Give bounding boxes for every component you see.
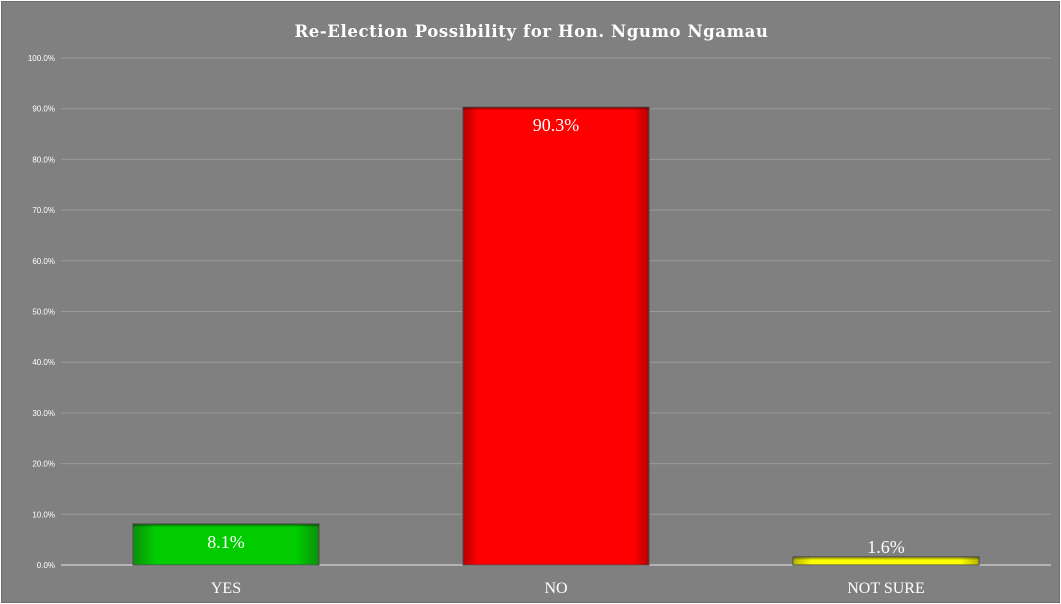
bar-top-edge [463,107,649,110]
bar-top-edge [793,556,979,560]
x-category-label: YES [211,580,241,597]
bar-top-edge [133,523,319,527]
y-tick-label: 90.0% [32,105,55,114]
x-category-label: NO [544,580,567,597]
y-tick-label: 50.0% [32,308,55,317]
y-tick-label: 60.0% [32,257,55,266]
x-category-label: NOT SURE [847,580,925,597]
y-tick-label: 80.0% [32,155,55,164]
y-tick-label: 70.0% [32,206,55,215]
data-label: 8.1% [207,532,245,552]
bar-no [462,106,650,566]
bar-not-sure [792,556,980,566]
y-tick-label: 40.0% [32,358,55,367]
y-tick-label: 20.0% [32,460,55,469]
y-tick-label: 100.0% [28,54,55,63]
y-tick-label: 30.0% [32,409,55,418]
bar-yes [132,523,320,566]
y-tick-label: 10.0% [32,510,55,519]
y-tick-label: 0.0% [37,561,55,570]
data-label: 90.3% [533,115,580,135]
chart-title: Re-Election Possibility for Hon. Ngumo N… [294,22,769,41]
data-label: 1.6% [867,537,905,557]
